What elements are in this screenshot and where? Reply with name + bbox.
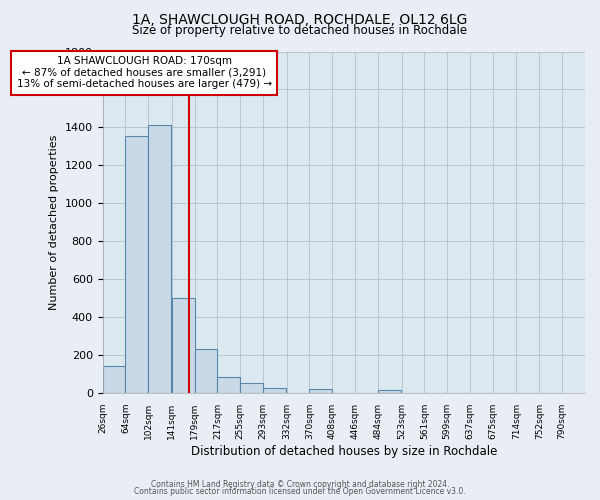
Y-axis label: Number of detached properties: Number of detached properties [49, 134, 59, 310]
Bar [310, 389, 332, 393]
Bar [103, 366, 125, 393]
Text: Contains HM Land Registry data © Crown copyright and database right 2024.: Contains HM Land Registry data © Crown c… [151, 480, 449, 489]
Text: Size of property relative to detached houses in Rochdale: Size of property relative to detached ho… [133, 24, 467, 37]
Bar [263, 388, 286, 393]
Bar [148, 126, 171, 393]
Text: 1A, SHAWCLOUGH ROAD, ROCHDALE, OL12 6LG: 1A, SHAWCLOUGH ROAD, ROCHDALE, OL12 6LG [133, 12, 467, 26]
Text: Contains public sector information licensed under the Open Government Licence v3: Contains public sector information licen… [134, 487, 466, 496]
Bar [125, 136, 148, 393]
Bar [378, 390, 401, 393]
Text: 1A SHAWCLOUGH ROAD: 170sqm
← 87% of detached houses are smaller (3,291)
13% of s: 1A SHAWCLOUGH ROAD: 170sqm ← 87% of deta… [17, 56, 272, 90]
X-axis label: Distribution of detached houses by size in Rochdale: Distribution of detached houses by size … [191, 444, 497, 458]
Bar [241, 384, 263, 393]
Bar [194, 349, 217, 393]
Bar [217, 376, 241, 393]
Bar [172, 298, 194, 393]
